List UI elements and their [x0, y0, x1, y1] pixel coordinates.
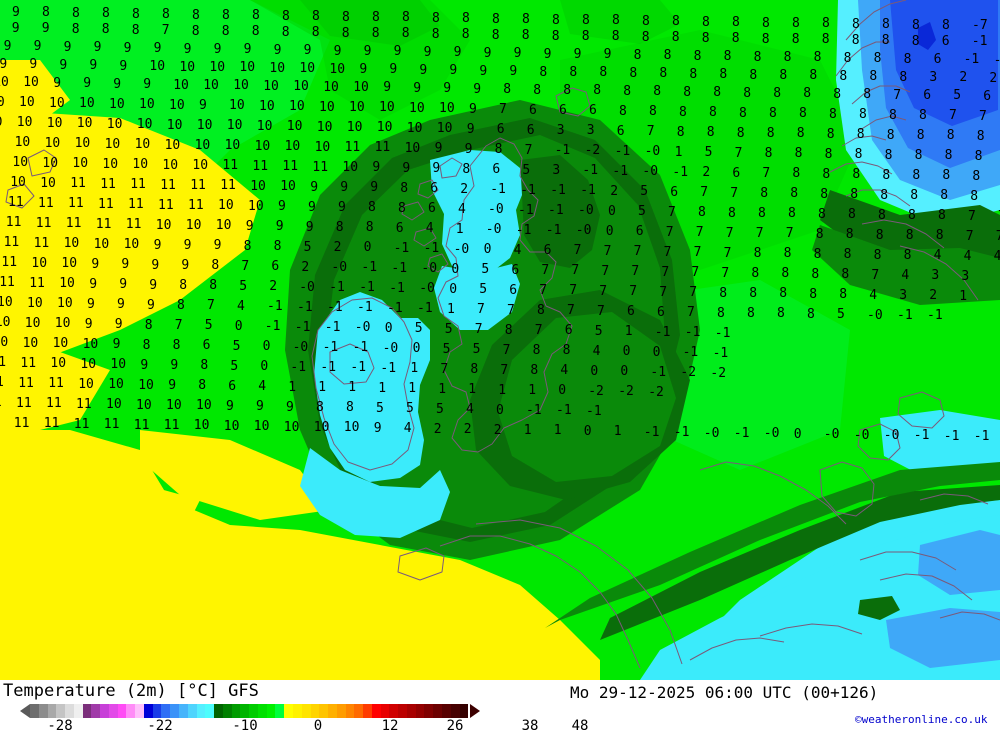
colorbar-swatch	[328, 704, 337, 718]
colorbar-swatch	[65, 704, 74, 718]
temperature-map[interactable]: 98888888888888888888888888888888-7-7-7-8…	[0, 0, 1000, 680]
colorbar-swatch	[74, 704, 83, 718]
colorbar-swatch	[91, 704, 100, 718]
colorbar-swatch	[188, 704, 197, 718]
colorbar-swatch	[83, 704, 92, 718]
colorbar-swatch	[433, 704, 442, 718]
map-footer: Temperature (2m) [°C] GFS Mo 29-12-2025 …	[0, 680, 1000, 733]
colorbar-swatch	[197, 704, 206, 718]
colorbar-swatch	[442, 704, 451, 718]
colorbar-swatch	[284, 704, 293, 718]
colorbar-swatch	[363, 704, 372, 718]
colorbar-swatch	[460, 704, 469, 718]
colorbar-swatch	[381, 704, 390, 718]
colorbar-swatch	[267, 704, 276, 718]
colorbar-swatch	[179, 704, 188, 718]
colorbar-swatch	[170, 704, 179, 718]
colorbar-swatch	[153, 704, 162, 718]
colorbar-swatch	[30, 704, 39, 718]
colorbar-swatch	[161, 704, 170, 718]
colorbar-swatch	[275, 704, 284, 718]
colorbar-swatch	[311, 704, 320, 718]
colorbar-tick: 38	[522, 718, 539, 734]
colorbar-swatch	[118, 704, 127, 718]
colorbar-swatch	[126, 704, 135, 718]
colorbar-swatch	[249, 704, 258, 718]
colorbar-swatch	[205, 704, 214, 718]
colorbar-swatch	[39, 704, 48, 718]
colorbar-tick: 0	[314, 718, 322, 734]
colorbar-swatch	[48, 704, 57, 718]
colorbar-swatch	[346, 704, 355, 718]
colorbar-left-cap	[20, 704, 30, 718]
colorbar-swatch	[135, 704, 144, 718]
colorbar-tick: -10	[232, 718, 257, 734]
colorbar-swatch	[451, 704, 460, 718]
map-title: Temperature (2m) [°C] GFS	[3, 681, 259, 701]
colorbar-tick: -28	[47, 718, 72, 734]
colorbar-swatch	[144, 704, 153, 718]
colorbar-tick: 12	[382, 718, 399, 734]
colorbar-swatch	[319, 704, 328, 718]
colorbar-swatch	[424, 704, 433, 718]
colorbar-swatch	[232, 704, 241, 718]
colorbar-swatch	[56, 704, 65, 718]
colorbar-swatch	[240, 704, 249, 718]
colorbar-tick: -22	[147, 718, 172, 734]
colorbar-swatch	[214, 704, 223, 718]
colorbar-tick: 26	[447, 718, 464, 734]
colorbar-swatches	[30, 704, 468, 718]
colorbar-tick: 48	[572, 718, 589, 734]
colorbar-swatch	[354, 704, 363, 718]
colorbar-swatch	[293, 704, 302, 718]
colorbar-swatch	[100, 704, 109, 718]
colorbar-swatch	[109, 704, 118, 718]
colorbar-swatch	[302, 704, 311, 718]
colorbar-swatch	[407, 704, 416, 718]
map-contours	[0, 0, 1000, 680]
model-run-timestamp: Mo 29-12-2025 06:00 UTC (00+126)	[570, 683, 878, 702]
colorbar-swatch	[258, 704, 267, 718]
color-scale-bar	[20, 704, 480, 718]
colorbar-swatch	[337, 704, 346, 718]
copyright-label: ©weatheronline.co.uk	[855, 713, 987, 726]
colorbar-swatch	[223, 704, 232, 718]
colorbar-right-cap	[470, 704, 480, 718]
colorbar-swatch	[416, 704, 425, 718]
colorbar-swatch	[398, 704, 407, 718]
colorbar-swatch	[372, 704, 381, 718]
colorbar-swatch	[389, 704, 398, 718]
